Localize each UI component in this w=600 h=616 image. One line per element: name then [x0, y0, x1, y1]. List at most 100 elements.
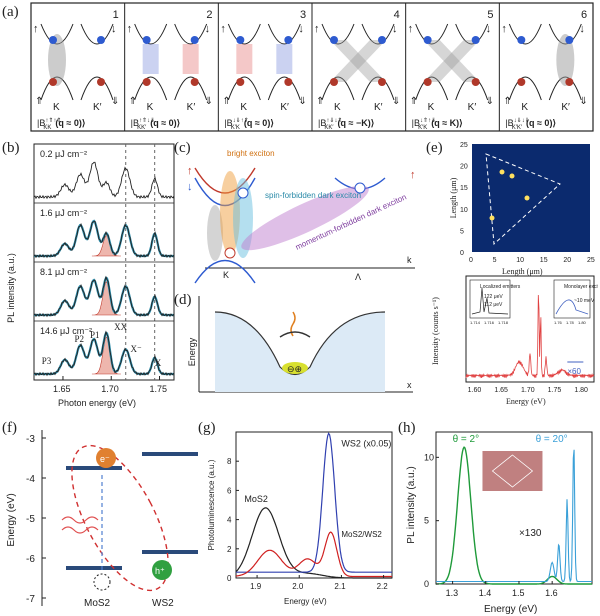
spin-forbidden-label: spin-forbidden dark exciton	[265, 191, 361, 200]
exciton-state-formula: |B↑⇓↓⇑ KK′ (q ≈ −K)⟩	[318, 117, 374, 131]
conduction-band-kprime	[455, 23, 489, 45]
map-y-tick-label: 25	[460, 142, 468, 149]
inset-localized-tick: 1.716	[484, 320, 495, 325]
spin-up-double-arrow: ⇑	[35, 96, 43, 107]
x-tick-label: 1.75	[150, 384, 168, 394]
valley-label-k: K	[147, 102, 154, 113]
mos2-label: MoS2	[244, 494, 268, 504]
spectrum-x-tick-label: 1.60	[468, 387, 482, 394]
conduction-band-kprime	[80, 23, 114, 45]
exciton-shade-cross-b	[330, 40, 386, 82]
y-tick-label: -7	[26, 594, 35, 605]
bright-exciton-label: bright exciton	[227, 149, 275, 158]
valley-label-k: K	[53, 102, 60, 113]
spin-down-arrow: ↓	[579, 23, 585, 35]
electron-ball	[471, 36, 480, 44]
spectrum-x-tick-label: 1.65	[494, 387, 508, 394]
hole-initial	[93, 573, 111, 591]
conduction-band-k	[415, 23, 449, 45]
exciton-charges: ⊖⊕	[287, 364, 302, 374]
scale-label: ×60	[567, 367, 581, 376]
map-x-tick-label: 0	[469, 257, 473, 264]
panel-a-cell-1: 1 ↑ ↓ K K′ ⇑ ⇓ |B↑⇑↑⇑ KK (q ≈ 0)⟩	[33, 9, 119, 131]
x-axis-label: Energy (eV)	[284, 597, 327, 606]
spectrum-frame	[465, 275, 595, 383]
y-tick-label: 0	[424, 579, 429, 589]
interlayer-exciton-outline	[71, 444, 169, 592]
electron-ball	[49, 36, 57, 44]
valley-label-kprime: K′	[280, 102, 289, 113]
peak-label-p1: P1	[90, 330, 100, 340]
electron-ball	[565, 36, 574, 44]
exciton-blob	[282, 362, 308, 374]
pl-spectrum	[465, 294, 595, 379]
valley-label-kprime: K′	[468, 102, 477, 113]
spin-up-arrow: ↑	[314, 23, 320, 35]
panel-h-figure: 0 5 10 1.3 1.4 1.5 1.6 Energy (eV) PL intensity …	[406, 431, 593, 615]
valence-band-k	[227, 76, 261, 101]
panel-a-figure: 1 ↑ ↓ K K′ ⇑ ⇓ |B↑⇑↑⇑ KK (q ≈ 0)⟩ 2 ↑ ↓ K K′ ⇑ ⇓ |B↑⇑↓⇓ KK…	[30, 2, 594, 132]
fluence-label: 8.1 μJ cm⁻²	[40, 267, 87, 277]
conduction-band-kprime	[361, 23, 395, 45]
exciton-shade-right	[276, 44, 293, 74]
y-tick-label: -3	[26, 434, 35, 445]
electron-ball	[237, 187, 249, 199]
y-tick-label: 8	[227, 457, 232, 466]
spin-up-double-arrow: ⇑	[316, 96, 324, 107]
hole-ball	[284, 78, 293, 86]
spin-down-arrow: ↓	[187, 181, 193, 193]
spin-down-arrow: ↓	[298, 23, 304, 35]
k-point-label: K	[223, 270, 229, 280]
panel-d-figure: Energy x ⊖⊕	[187, 296, 413, 393]
exciton-shade-cross-a	[423, 40, 480, 82]
electron-ball	[236, 36, 245, 44]
valley-label-kprime: K′	[561, 102, 570, 113]
hole-ball	[142, 78, 151, 86]
x-axis-label: Photon energy (eV)	[58, 398, 136, 408]
ws2-valence-band	[142, 550, 198, 554]
panel-a-cell-number: 6	[581, 9, 587, 21]
y-tick-label: -6	[26, 554, 35, 565]
x-tick-label: 1.5	[512, 588, 525, 598]
k-axis-label: k	[407, 255, 412, 265]
spin-down-double-arrow: ⇓	[205, 96, 213, 107]
spin-up-arrow: ↑	[408, 23, 414, 35]
hole-ball	[236, 78, 245, 86]
y-tick-label: 0	[227, 574, 232, 583]
conduction-band-k	[227, 23, 261, 45]
y-tick-label: 5	[424, 516, 429, 526]
valence-band-kprime	[174, 76, 208, 101]
y-axis-label: Photoluminescence (a.u.)	[207, 459, 216, 550]
panel-a-cell-number: 5	[487, 9, 493, 21]
spin-up-double-arrow: ⇑	[503, 96, 511, 107]
electron-ball	[96, 448, 116, 468]
spin-up-arrow: ↑	[33, 23, 39, 35]
inset-monolayer-tick: 1.78	[566, 320, 575, 325]
valence-band-k	[508, 76, 542, 101]
xx-peak-fill	[91, 281, 121, 316]
hole-ball	[330, 78, 338, 86]
hole-ball	[471, 78, 480, 86]
valley-label-k: K	[334, 102, 341, 113]
spin-down-double-arrow: ⇓	[298, 96, 306, 107]
theta-2-label: θ = 2°	[453, 434, 480, 445]
theta-20-curve	[436, 449, 592, 583]
y-tick-label: 4	[227, 516, 232, 525]
panel-c-label: (c)	[174, 140, 191, 156]
peak-label-p3: P3	[42, 356, 52, 366]
x-tick-label: 1.3	[446, 588, 459, 598]
mos2-label: MoS2	[84, 598, 111, 609]
panel-e-label: (e)	[426, 140, 443, 156]
spin-down-double-arrow: ⇓	[579, 96, 587, 107]
hole-ball	[152, 560, 172, 580]
conduction-band-k	[321, 23, 355, 45]
inset-monolayer-tick: 1.76	[554, 320, 563, 325]
inset-monolayer-tick: 1.80	[578, 320, 587, 325]
electron-ball	[423, 36, 432, 44]
spin-down-double-arrow: ⇓	[111, 96, 119, 107]
exciton-shade	[556, 34, 575, 86]
inset-linewidth-b: 112 μeV	[484, 302, 503, 308]
spin-down-arrow: ↓	[392, 23, 398, 35]
x-tick-label: 2.1	[334, 582, 346, 591]
spin-up-arrow: ↑	[187, 165, 193, 177]
